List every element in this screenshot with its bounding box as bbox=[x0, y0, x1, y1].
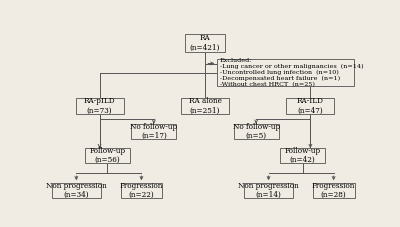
FancyBboxPatch shape bbox=[120, 183, 162, 198]
FancyBboxPatch shape bbox=[234, 124, 279, 139]
Text: Non progression
(n=34): Non progression (n=34) bbox=[46, 182, 107, 199]
Text: No follow-up
(n=17): No follow-up (n=17) bbox=[130, 123, 178, 140]
FancyBboxPatch shape bbox=[52, 183, 101, 198]
Text: RA
(n=421): RA (n=421) bbox=[190, 34, 220, 52]
FancyBboxPatch shape bbox=[286, 98, 334, 114]
FancyBboxPatch shape bbox=[244, 183, 293, 198]
FancyBboxPatch shape bbox=[280, 148, 325, 163]
Text: No follow-up
(n=5): No follow-up (n=5) bbox=[232, 123, 280, 140]
FancyBboxPatch shape bbox=[218, 59, 354, 86]
FancyBboxPatch shape bbox=[185, 34, 225, 52]
FancyBboxPatch shape bbox=[181, 98, 229, 114]
Text: RA alone
(n=251): RA alone (n=251) bbox=[188, 97, 222, 114]
Text: Follow-up
(n=42): Follow-up (n=42) bbox=[284, 147, 321, 164]
Text: RA-pILD
(n=73): RA-pILD (n=73) bbox=[84, 97, 115, 114]
Text: Excluded:
-Lung cancer or other malignancies  (n=14)
-Uncontrolled lung infectio: Excluded: -Lung cancer or other malignan… bbox=[220, 58, 363, 87]
Text: RA-ILD
(n=47): RA-ILD (n=47) bbox=[297, 97, 324, 114]
Text: Progression
(n=28): Progression (n=28) bbox=[312, 182, 355, 199]
FancyBboxPatch shape bbox=[131, 124, 176, 139]
FancyBboxPatch shape bbox=[313, 183, 354, 198]
Text: Follow-up
(n=56): Follow-up (n=56) bbox=[89, 147, 126, 164]
Text: Non progression
(n=14): Non progression (n=14) bbox=[238, 182, 299, 199]
Text: Progression
(n=22): Progression (n=22) bbox=[120, 182, 163, 199]
FancyBboxPatch shape bbox=[76, 98, 124, 114]
FancyBboxPatch shape bbox=[85, 148, 130, 163]
